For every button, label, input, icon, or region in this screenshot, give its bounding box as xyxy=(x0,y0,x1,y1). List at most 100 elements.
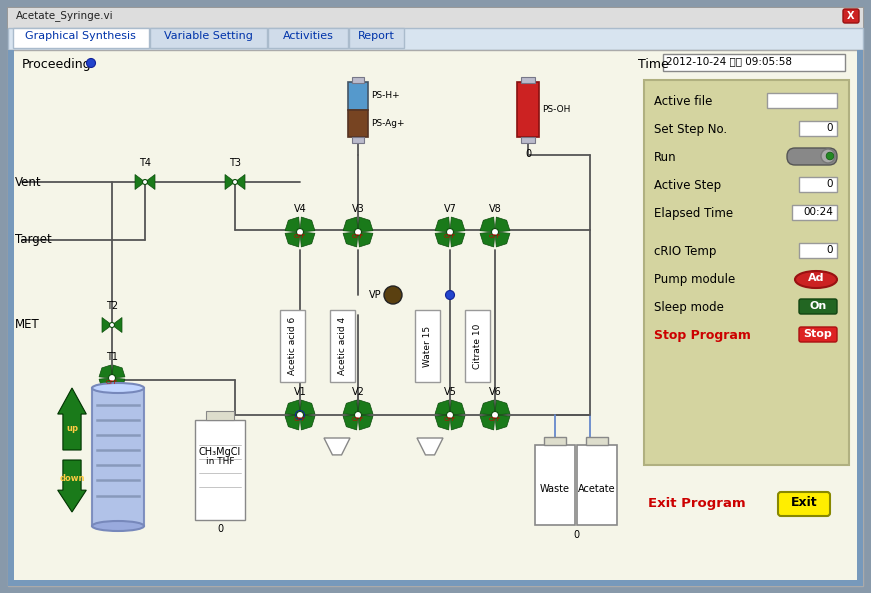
Text: Active file: Active file xyxy=(654,95,712,108)
Circle shape xyxy=(445,291,455,299)
Text: V6: V6 xyxy=(489,387,502,397)
Bar xyxy=(663,54,845,71)
Circle shape xyxy=(491,412,498,419)
Text: Ad: Ad xyxy=(807,273,824,283)
Polygon shape xyxy=(135,174,145,190)
Bar xyxy=(644,80,849,465)
Text: T4: T4 xyxy=(139,158,151,168)
Polygon shape xyxy=(495,415,510,430)
Text: OFF: OFF xyxy=(444,417,456,422)
Polygon shape xyxy=(102,317,112,333)
Polygon shape xyxy=(343,217,358,232)
Ellipse shape xyxy=(795,271,837,288)
Polygon shape xyxy=(495,400,510,415)
Bar xyxy=(799,121,837,136)
Text: Citrate 10: Citrate 10 xyxy=(473,323,482,369)
Polygon shape xyxy=(450,232,465,247)
Text: cRIO Temp: cRIO Temp xyxy=(654,245,716,258)
Text: OFF: OFF xyxy=(294,417,306,422)
Text: down: down xyxy=(59,474,84,483)
Polygon shape xyxy=(480,400,495,415)
Bar xyxy=(206,411,233,420)
Text: 00:24: 00:24 xyxy=(803,207,833,217)
Polygon shape xyxy=(99,365,112,378)
Text: V8: V8 xyxy=(489,204,502,214)
Text: Report: Report xyxy=(358,31,395,41)
Circle shape xyxy=(354,228,361,235)
FancyBboxPatch shape xyxy=(787,148,837,165)
Text: Sleep mode: Sleep mode xyxy=(654,301,724,314)
Bar xyxy=(348,82,368,110)
Text: V5: V5 xyxy=(443,387,456,397)
Bar xyxy=(792,205,837,220)
Circle shape xyxy=(827,152,834,160)
Text: T1: T1 xyxy=(106,352,118,362)
Circle shape xyxy=(354,412,361,419)
Text: Acetic acid 6: Acetic acid 6 xyxy=(288,317,297,375)
Bar xyxy=(13,28,149,48)
Polygon shape xyxy=(480,232,495,247)
Polygon shape xyxy=(300,232,315,247)
Text: 2012-10-24 오전 09:05:58: 2012-10-24 오전 09:05:58 xyxy=(666,56,792,66)
Ellipse shape xyxy=(92,383,144,393)
Polygon shape xyxy=(358,217,373,232)
Bar xyxy=(535,445,575,525)
Bar xyxy=(8,580,863,586)
Polygon shape xyxy=(417,438,443,455)
Text: CH₃MgCl: CH₃MgCl xyxy=(199,447,241,457)
Text: Variable Setting: Variable Setting xyxy=(164,31,253,41)
Text: V3: V3 xyxy=(352,204,364,214)
Polygon shape xyxy=(435,400,450,415)
Text: Stop: Stop xyxy=(804,329,833,339)
Text: X: X xyxy=(847,11,854,21)
Text: Graphical Synthesis: Graphical Synthesis xyxy=(25,31,137,41)
Text: T3: T3 xyxy=(229,158,241,168)
Bar xyxy=(8,50,14,586)
Polygon shape xyxy=(324,438,350,455)
Bar xyxy=(517,82,539,137)
Bar xyxy=(8,8,863,28)
Text: OFF: OFF xyxy=(352,234,364,239)
Polygon shape xyxy=(285,217,300,232)
Text: VP: VP xyxy=(369,290,382,300)
Text: Vent: Vent xyxy=(15,176,42,189)
Text: in THF: in THF xyxy=(206,457,234,466)
Text: Elapsed Time: Elapsed Time xyxy=(654,207,733,220)
Bar xyxy=(586,437,608,445)
Text: Proceeding: Proceeding xyxy=(22,58,91,71)
Circle shape xyxy=(447,412,454,419)
Polygon shape xyxy=(285,400,300,415)
Circle shape xyxy=(821,149,835,163)
Polygon shape xyxy=(112,317,122,333)
Bar xyxy=(268,28,348,48)
Bar xyxy=(348,110,368,137)
Circle shape xyxy=(110,323,114,327)
Text: Waste: Waste xyxy=(540,484,570,494)
Circle shape xyxy=(143,180,147,184)
Polygon shape xyxy=(112,378,125,391)
Text: 0: 0 xyxy=(217,524,223,534)
Text: PS-OH: PS-OH xyxy=(542,105,571,114)
Polygon shape xyxy=(285,415,300,430)
FancyBboxPatch shape xyxy=(799,299,837,314)
Text: V7: V7 xyxy=(443,204,456,214)
Polygon shape xyxy=(358,400,373,415)
Polygon shape xyxy=(57,460,86,512)
Text: OFF: OFF xyxy=(489,417,501,422)
Polygon shape xyxy=(99,378,112,391)
Polygon shape xyxy=(480,415,495,430)
Polygon shape xyxy=(450,217,465,232)
Bar xyxy=(280,310,305,382)
Polygon shape xyxy=(358,415,373,430)
Bar xyxy=(8,28,863,50)
Circle shape xyxy=(296,412,303,419)
Polygon shape xyxy=(343,415,358,430)
Circle shape xyxy=(233,180,238,184)
Bar xyxy=(544,437,566,445)
FancyBboxPatch shape xyxy=(778,492,830,516)
Polygon shape xyxy=(495,232,510,247)
Polygon shape xyxy=(450,400,465,415)
Bar xyxy=(150,28,267,48)
FancyBboxPatch shape xyxy=(799,327,837,342)
Circle shape xyxy=(296,228,303,235)
